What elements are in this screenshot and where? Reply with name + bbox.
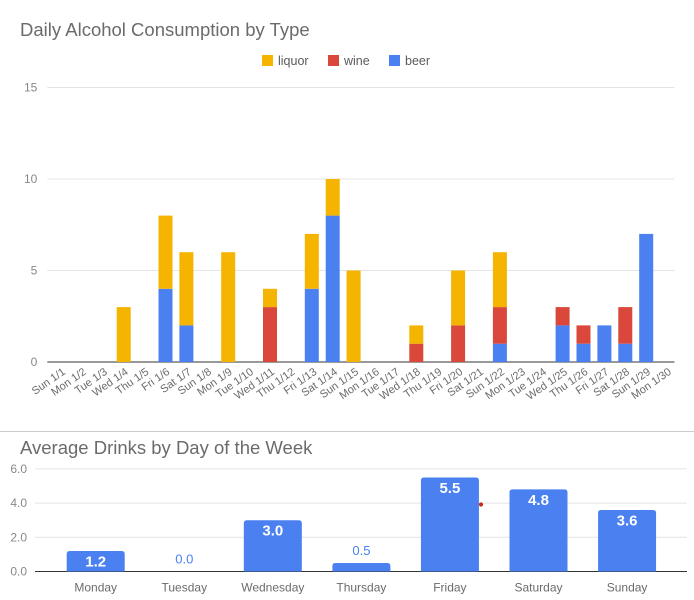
svg-text:0.0: 0.0 bbox=[10, 565, 27, 579]
svg-text:3.6: 3.6 bbox=[617, 512, 638, 529]
svg-text:5.5: 5.5 bbox=[439, 480, 460, 497]
svg-text:Sunday: Sunday bbox=[607, 581, 648, 595]
svg-text:Wednesday: Wednesday bbox=[241, 581, 304, 595]
svg-text:2.0: 2.0 bbox=[10, 530, 27, 544]
svg-text:Saturday: Saturday bbox=[514, 581, 562, 595]
svg-text:Friday: Friday bbox=[433, 581, 466, 595]
svg-text:3.0: 3.0 bbox=[262, 523, 283, 540]
svg-text:4.0: 4.0 bbox=[10, 496, 27, 510]
svg-text:1.2: 1.2 bbox=[85, 553, 106, 570]
svg-text:Tuesday: Tuesday bbox=[162, 581, 208, 595]
svg-text:0.5: 0.5 bbox=[352, 543, 370, 558]
svg-text:4.8: 4.8 bbox=[528, 492, 549, 509]
svg-text:0.0: 0.0 bbox=[175, 552, 193, 567]
svg-text:Thursday: Thursday bbox=[336, 581, 386, 595]
svg-text:Monday: Monday bbox=[74, 581, 117, 595]
svg-text:6.0: 6.0 bbox=[10, 462, 27, 476]
